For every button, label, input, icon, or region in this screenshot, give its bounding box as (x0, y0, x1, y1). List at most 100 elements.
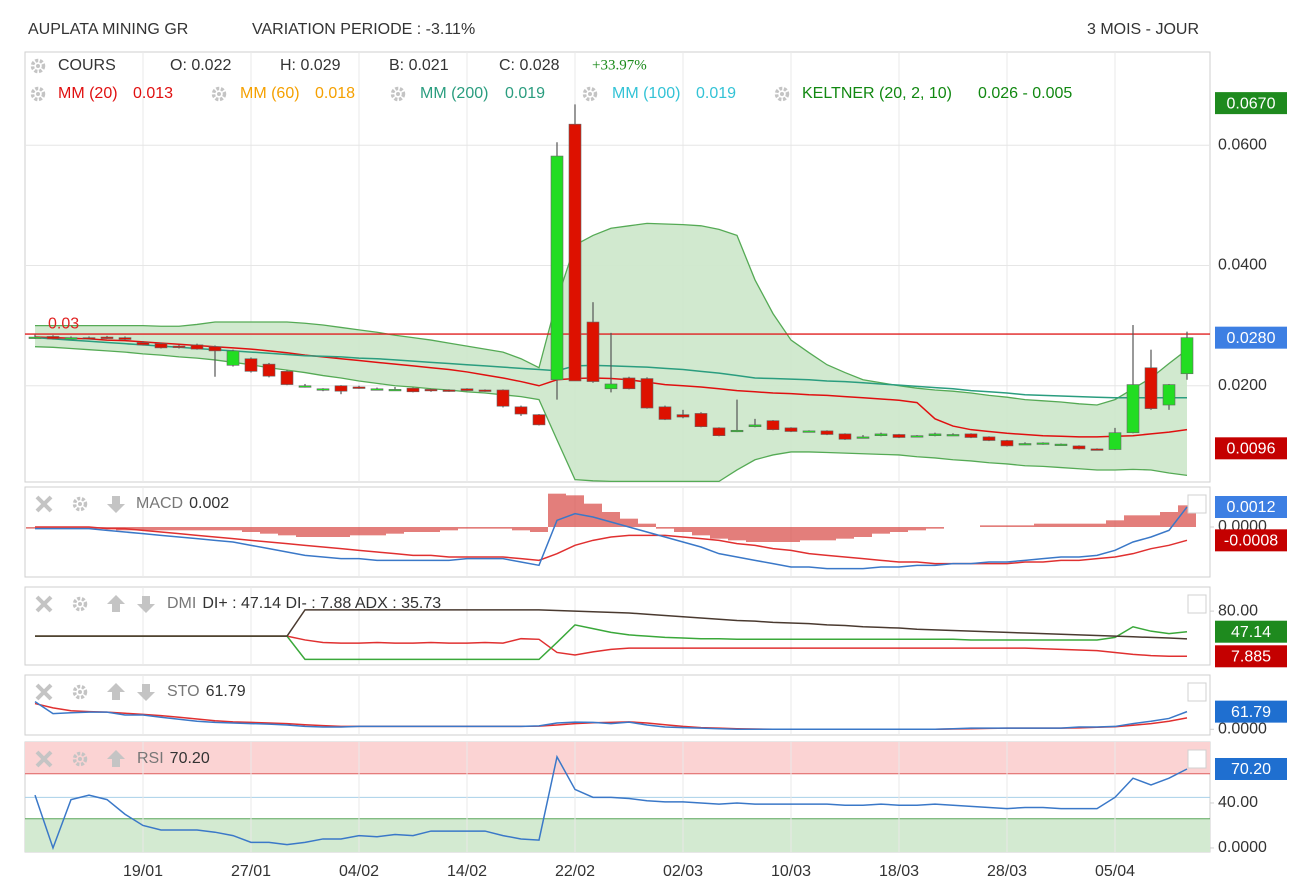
y-tick-label: 0.0000 (1218, 721, 1267, 738)
level-label: 0.03 (48, 315, 79, 332)
candle-body (1108, 432, 1122, 450)
histogram-bar (458, 527, 476, 529)
ohlc-label: C: 0.028 (499, 57, 560, 74)
candle-body (622, 377, 636, 390)
move-up-icon (107, 683, 125, 700)
candle-body (658, 406, 672, 420)
histogram-bar (494, 527, 512, 529)
histogram-bar (890, 527, 908, 532)
histogram-bar (404, 527, 422, 532)
stock-name: AUPLATA MINING GR (28, 21, 188, 38)
legend-value: 0.013 (133, 85, 173, 102)
candle-body (1054, 443, 1068, 446)
close-icon (35, 595, 53, 613)
price-label: 0.0012 (1227, 499, 1276, 516)
candle-body (802, 430, 816, 433)
candle-body (604, 383, 618, 390)
histogram-bar (260, 527, 278, 534)
candle-body (856, 436, 870, 439)
histogram-bar (674, 527, 692, 532)
candle-body (874, 433, 888, 436)
gear-icon-core (78, 690, 82, 694)
gear-icon-core (588, 92, 592, 96)
histogram-bar (1124, 515, 1142, 527)
candle-body (838, 433, 852, 440)
price-label-box (1215, 529, 1287, 552)
gear-icon (582, 86, 598, 102)
indicator-title: DMI (167, 595, 196, 612)
panel-frame (24, 486, 1211, 578)
indicator-line (35, 506, 1188, 570)
histogram-bar (368, 527, 386, 536)
gear-icon (72, 596, 88, 612)
histogram-bar (1106, 520, 1124, 527)
gear-icon-core (780, 92, 784, 96)
candle-body (136, 342, 150, 346)
price-label-box (1215, 620, 1287, 643)
price-label-box (1215, 437, 1287, 460)
gear-icon-core (78, 502, 82, 506)
candle-body (100, 336, 114, 339)
gear-icon (72, 684, 88, 700)
histogram-bar (926, 527, 944, 529)
close-icon (35, 750, 53, 768)
candle-body (208, 346, 222, 352)
gear-icon-core (78, 757, 82, 761)
gear-icon (30, 86, 46, 102)
candle-body (388, 389, 402, 392)
legend-value: 0.026 - 0.005 (978, 85, 1072, 102)
histogram-bar (710, 527, 728, 539)
legend-value: 0.019 (505, 85, 545, 102)
candle-body (424, 389, 438, 392)
gear-icon-core (36, 64, 40, 68)
histogram-bar (1034, 523, 1052, 527)
indicator-line (35, 526, 1188, 565)
candle-body (28, 336, 42, 339)
x-tick-label: 27/01 (231, 863, 271, 880)
price-label: 47.14 (1231, 624, 1271, 641)
gear-icon (211, 86, 227, 102)
price-label-box (1215, 757, 1287, 780)
histogram-bar (80, 527, 98, 529)
gear-icon (774, 86, 790, 102)
histogram-bar (836, 527, 854, 539)
x-tick-label: 10/03 (771, 863, 811, 880)
price-label-box (1215, 326, 1287, 349)
price-label: 70.20 (1231, 761, 1271, 778)
histogram-bar (26, 527, 44, 529)
gear-icon (72, 751, 88, 767)
candle-body (928, 433, 942, 436)
checkbox (1187, 682, 1207, 702)
price-label: 0.0280 (1227, 330, 1276, 347)
x-tick-label: 02/03 (663, 863, 703, 880)
histogram-bar (224, 527, 242, 531)
legend-name: MM (200) (420, 85, 488, 102)
histogram-bar (98, 527, 116, 529)
histogram-bar (422, 527, 440, 532)
gear-icon-core (78, 602, 82, 606)
price-label: -0.0008 (1224, 533, 1278, 550)
panel-frame (24, 586, 1211, 666)
indicator-value: 70.20 (170, 750, 210, 767)
x-tick-label: 04/02 (339, 863, 379, 880)
candle-body (946, 434, 960, 437)
candle-body (1126, 384, 1140, 433)
candle-body (352, 386, 366, 389)
ohlc-label: B: 0.021 (389, 57, 449, 74)
candle-body (478, 389, 492, 392)
histogram-bar (998, 525, 1016, 527)
candle-body (1072, 445, 1086, 450)
candle-body (370, 388, 384, 391)
histogram-bar (746, 527, 764, 542)
close-icon (35, 683, 53, 701)
candle-body (1000, 440, 1014, 447)
candle-body (262, 363, 276, 377)
candle-body (118, 337, 132, 340)
zone (25, 742, 1210, 774)
gear-icon (30, 58, 46, 74)
indicator-value: DI+ : 47.14 DI- : 7.88 ADX : 35.73 (202, 595, 441, 612)
gear-icon-core (36, 92, 40, 96)
candle-body (460, 388, 474, 391)
indicator-value: 0.002 (189, 495, 229, 512)
candle-body (910, 435, 924, 438)
